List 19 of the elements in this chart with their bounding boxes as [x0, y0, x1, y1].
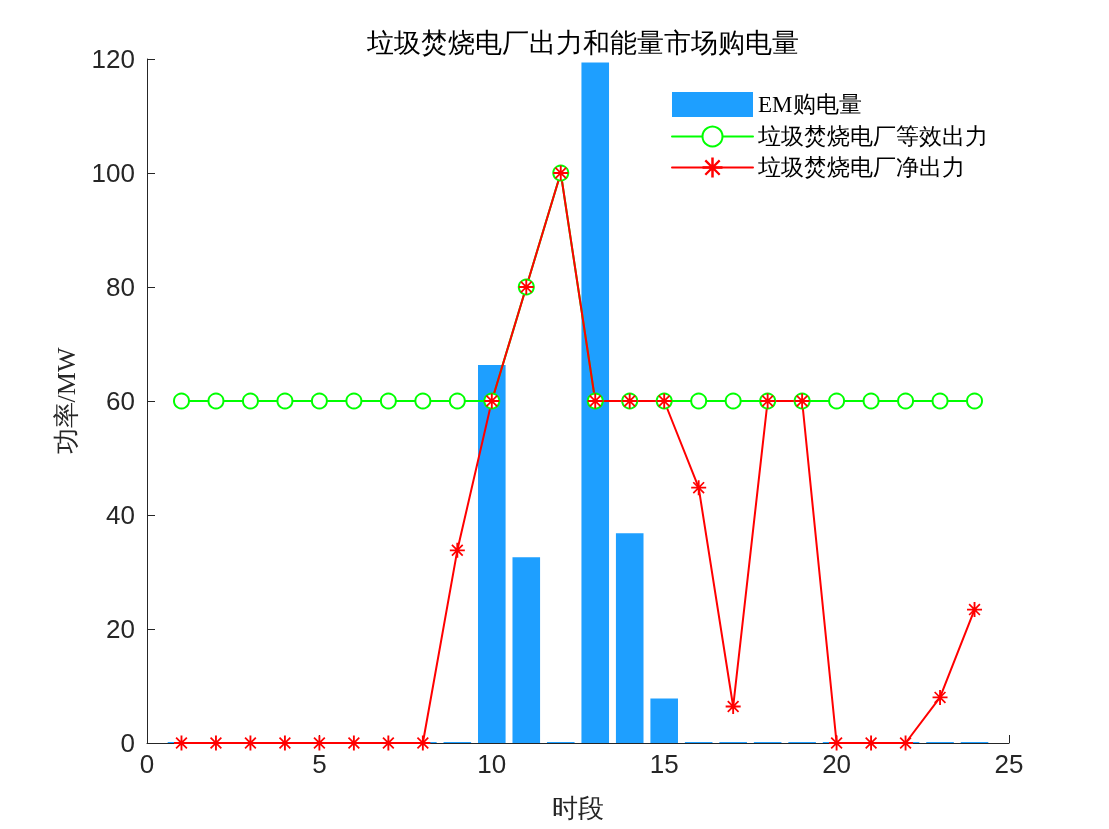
x-tick-label: 15: [649, 749, 679, 779]
x-axis-title: 时段: [552, 793, 604, 823]
legend-label: EM购电量: [758, 92, 862, 117]
y-axis-title: 功率/MW: [51, 347, 81, 455]
x-tick-label: 10: [477, 749, 507, 779]
x-tick-label: 20: [822, 749, 852, 779]
y-tick-label: 60: [106, 386, 135, 416]
y-tick-label: 100: [91, 158, 135, 188]
x-tick-label: 0: [139, 749, 155, 779]
chart-title: 垃圾焚烧电厂出力和能量市场购电量: [366, 27, 799, 58]
y-tick-label: 80: [106, 272, 135, 302]
legend-label: 垃圾焚烧电厂净出力: [757, 155, 965, 180]
y-tick-label: 40: [106, 500, 135, 530]
x-tick-label: 5: [312, 749, 327, 779]
x-tick-label: 25: [994, 749, 1024, 779]
legend-label: 垃圾焚烧电厂等效出力: [757, 124, 988, 149]
y-tick-label: 0: [120, 728, 135, 758]
y-tick-label: 120: [91, 44, 135, 74]
y-tick-label: 20: [106, 614, 135, 644]
